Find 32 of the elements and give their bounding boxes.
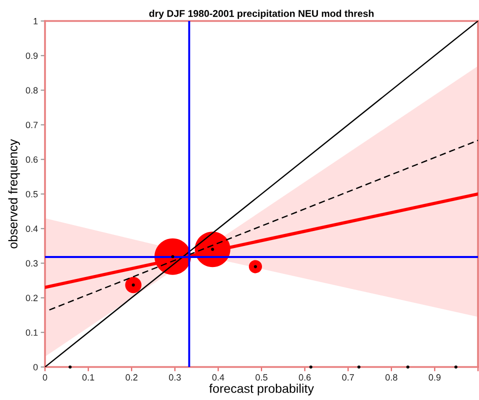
y-tick-label: 0 <box>33 364 38 370</box>
y-tick-label: 0.9 <box>26 52 38 59</box>
x-tick-label: 0 <box>42 374 48 381</box>
x-tick-label: 0.6 <box>298 374 311 381</box>
x-tick-label: 0.3 <box>168 374 181 381</box>
y-tick-label: 0.4 <box>26 226 38 232</box>
point <box>171 255 174 258</box>
x-axis-title: forecast probability <box>209 384 314 396</box>
point <box>357 365 360 369</box>
y-tick-label: 0.1 <box>26 329 38 336</box>
x-tick-label: 0.8 <box>385 374 398 381</box>
x-tick-label: 0.5 <box>256 374 268 381</box>
point <box>132 283 135 287</box>
point <box>309 365 312 369</box>
x-tick-label: 0.7 <box>342 374 354 381</box>
chart-title: dry DJF 1980-2001 precipitation NEU mod thresh <box>149 10 374 19</box>
point <box>406 365 410 369</box>
point <box>68 365 72 369</box>
y-tick-label: 0.7 <box>26 122 38 128</box>
y-tick-label: 1 <box>34 18 38 24</box>
x-tick-label: 0.4 <box>212 374 224 381</box>
y-axis-title: observed frequency <box>8 139 20 248</box>
y-tick-label: 0.6 <box>26 156 38 163</box>
y-tick-label: 0.2 <box>26 294 38 302</box>
y-tick-label: 0.8 <box>26 87 38 94</box>
point <box>211 248 214 251</box>
x-tick-label: 0.9 <box>428 374 441 381</box>
x-tick-label: 0.2 <box>126 374 138 381</box>
y-tick-label: 0.5 <box>26 190 38 198</box>
x-tick-label: 0.1 <box>82 374 94 381</box>
point <box>454 365 458 369</box>
y-tick-label: 0.3 <box>26 260 38 267</box>
